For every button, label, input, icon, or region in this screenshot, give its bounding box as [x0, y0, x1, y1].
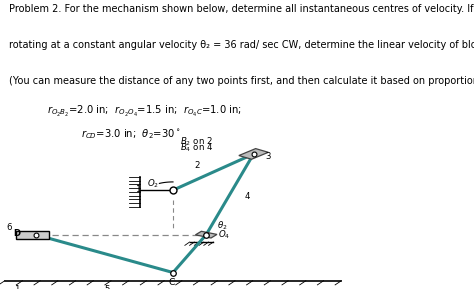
- Text: $O_2$: $O_2$: [147, 178, 159, 190]
- Text: $\theta_2$: $\theta_2$: [217, 219, 227, 231]
- Text: 5: 5: [104, 285, 110, 289]
- Text: 6: 6: [6, 223, 12, 232]
- Polygon shape: [195, 231, 217, 238]
- Text: 3: 3: [265, 152, 271, 161]
- Text: rotating at a constant angular velocity θ̇₂ = 36 rad/ sec CW, determine the line: rotating at a constant angular velocity …: [9, 40, 474, 50]
- Text: Problem 2. For the mechanism shown below, determine all instantaneous centres of: Problem 2. For the mechanism shown below…: [9, 4, 474, 14]
- Text: $B_2$ on 2: $B_2$ on 2: [180, 136, 213, 148]
- Text: C: C: [168, 278, 175, 287]
- Text: 1: 1: [14, 285, 20, 289]
- Text: $r_{O_2B_2}$=2.0 in;  $r_{O_2O_4}$=1.5 in;  $r_{O_4C}$=1.0 in;: $r_{O_2B_2}$=2.0 in; $r_{O_2O_4}$=1.5 in…: [47, 104, 242, 119]
- Text: D: D: [13, 229, 20, 238]
- Text: $B_4$ on 4: $B_4$ on 4: [180, 142, 213, 154]
- Text: 4: 4: [244, 192, 250, 201]
- Text: 1: 1: [135, 185, 141, 194]
- Text: $O_4$: $O_4$: [218, 229, 230, 241]
- Text: 2: 2: [194, 161, 200, 170]
- Text: $r_{CD}$=3.0 in;  $\theta_2$=30$^\circ$: $r_{CD}$=3.0 in; $\theta_2$=30$^\circ$: [81, 128, 180, 141]
- Text: (You can measure the distance of any two points first, and then calculate it bas: (You can measure the distance of any two…: [9, 76, 474, 86]
- Polygon shape: [239, 149, 268, 159]
- Polygon shape: [16, 231, 49, 239]
